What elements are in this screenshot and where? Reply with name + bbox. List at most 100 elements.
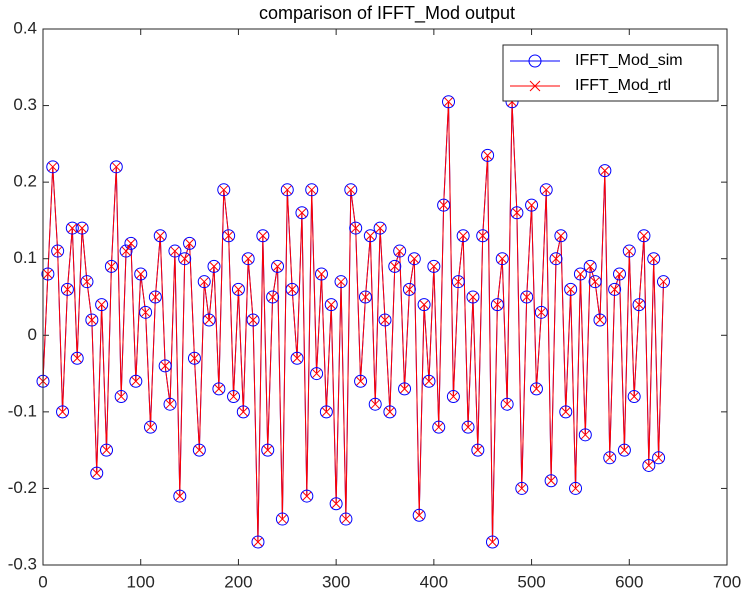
point-marker	[258, 231, 268, 241]
point-marker	[229, 392, 238, 401]
point-marker	[647, 252, 661, 266]
point-marker	[109, 160, 123, 174]
point-marker	[583, 259, 597, 273]
legend-label: IFFT_Mod_rtl	[575, 77, 671, 94]
point-marker	[185, 239, 194, 248]
point-marker	[515, 481, 529, 495]
point-marker	[385, 407, 395, 417]
point-marker	[490, 298, 504, 312]
point-marker	[569, 481, 583, 495]
point-marker	[170, 246, 180, 256]
point-marker	[512, 208, 522, 218]
point-marker	[409, 254, 419, 264]
point-marker	[522, 292, 532, 302]
point-marker	[139, 305, 153, 319]
point-marker	[317, 269, 326, 279]
point-marker	[175, 491, 185, 501]
point-marker	[649, 254, 659, 264]
point-marker	[463, 422, 473, 432]
point-marker	[429, 262, 439, 271]
point-marker	[644, 461, 654, 470]
point-marker	[544, 474, 558, 488]
point-marker	[627, 390, 641, 404]
point-marker	[473, 445, 483, 455]
point-marker	[312, 369, 321, 378]
point-marker	[56, 405, 70, 419]
point-marker	[432, 420, 446, 434]
point-marker	[63, 284, 72, 294]
point-marker	[422, 374, 436, 388]
point-marker	[370, 399, 380, 409]
point-marker	[576, 269, 585, 279]
point-marker	[212, 382, 226, 396]
point-marker	[307, 185, 317, 195]
point-marker	[148, 290, 162, 304]
point-marker	[546, 476, 556, 486]
point-marker	[446, 390, 460, 404]
point-marker	[478, 231, 488, 241]
point-marker	[75, 221, 89, 235]
point-marker	[442, 95, 456, 109]
point-marker	[634, 300, 644, 310]
point-marker	[358, 290, 372, 304]
point-marker	[58, 407, 67, 417]
point-marker	[231, 282, 245, 296]
point-marker	[246, 313, 260, 327]
point-marker	[434, 422, 444, 432]
point-marker	[578, 428, 592, 442]
point-marker	[92, 468, 102, 478]
point-marker	[187, 351, 201, 365]
point-marker	[80, 275, 94, 289]
point-marker	[346, 185, 356, 195]
point-marker	[598, 164, 612, 178]
point-marker	[539, 183, 553, 197]
point-marker	[600, 166, 610, 176]
point-marker	[107, 262, 116, 271]
point-marker	[100, 443, 114, 457]
point-marker	[573, 267, 587, 281]
point-marker	[331, 499, 341, 509]
point-marker	[192, 443, 206, 457]
point-marker	[314, 267, 328, 281]
point-marker	[271, 259, 285, 273]
point-marker	[102, 445, 111, 455]
point-marker	[414, 510, 424, 520]
point-marker	[300, 489, 314, 503]
point-marker	[395, 246, 405, 256]
point-marker	[368, 397, 382, 411]
point-marker	[124, 236, 138, 250]
point-marker	[390, 262, 400, 271]
point-marker	[659, 277, 668, 287]
point-marker	[146, 422, 155, 432]
point-marker	[453, 277, 463, 287]
point-marker	[520, 290, 534, 304]
point-marker	[534, 305, 548, 319]
point-marker	[654, 453, 663, 463]
point-marker	[234, 284, 243, 294]
point-marker	[141, 307, 150, 317]
point-marker	[341, 514, 351, 524]
point-marker	[471, 443, 485, 457]
point-marker	[319, 405, 333, 419]
point-marker	[41, 267, 55, 281]
point-marker	[263, 445, 273, 455]
legend: IFFT_Mod_sim IFFT_Mod_rtl	[502, 44, 719, 102]
point-marker	[209, 262, 219, 271]
point-marker	[310, 367, 324, 381]
point-marker	[656, 275, 670, 289]
point-marker	[495, 252, 509, 266]
point-marker	[204, 315, 214, 325]
point-marker	[253, 537, 263, 547]
point-marker	[532, 384, 541, 394]
point-marker	[466, 290, 480, 304]
point-marker	[456, 229, 470, 243]
x-tick-label: 600	[615, 572, 643, 591]
point-marker	[419, 300, 429, 310]
point-marker	[287, 284, 297, 294]
point-marker	[451, 275, 465, 289]
point-marker	[241, 252, 255, 266]
series-line	[42, 101, 664, 543]
point-marker	[632, 298, 646, 312]
axes-box	[42, 28, 728, 566]
point-marker	[590, 277, 600, 287]
